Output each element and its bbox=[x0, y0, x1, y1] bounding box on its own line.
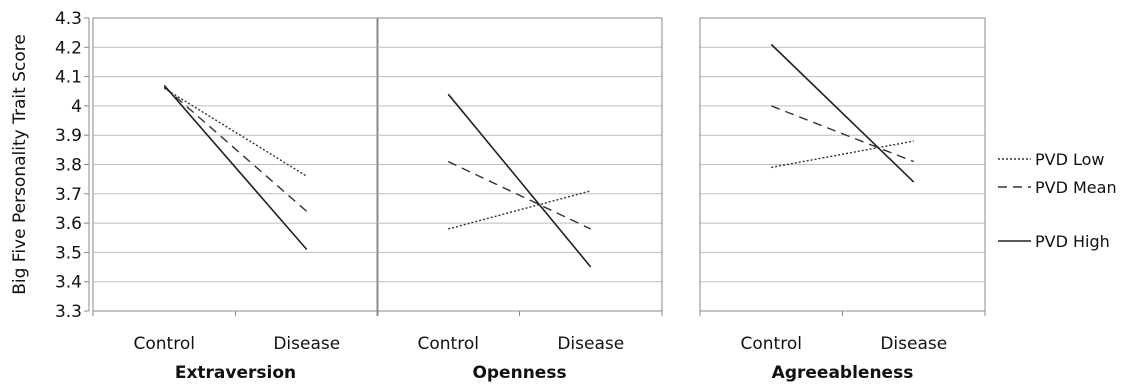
y-tick-label: 3.7 bbox=[55, 185, 82, 205]
y-tick-label: 3.4 bbox=[55, 273, 82, 293]
legend-label-pvd-high: PVD High bbox=[1035, 232, 1110, 251]
y-tick-label: 3.5 bbox=[55, 243, 82, 263]
series-line-pvd-mean bbox=[163, 86, 308, 212]
y-tick-label: 4 bbox=[71, 97, 82, 117]
panel-title: Openness bbox=[472, 363, 566, 383]
legend-label-pvd-low: PVD Low bbox=[1035, 150, 1105, 169]
x-tick-label: Control bbox=[741, 334, 802, 354]
x-tick-label: Disease bbox=[880, 334, 947, 354]
y-tick-label: 3.9 bbox=[55, 126, 82, 146]
x-tick-label: Disease bbox=[273, 334, 340, 354]
y-tick-label: 3.8 bbox=[55, 156, 82, 176]
y-tick-label: 3.6 bbox=[55, 214, 82, 234]
series-line-pvd-mean bbox=[770, 105, 915, 163]
series-line-pvd-high bbox=[770, 43, 915, 183]
series-line-pvd-low bbox=[163, 87, 308, 177]
series-line-pvd-high bbox=[163, 84, 308, 250]
x-tick-label: Control bbox=[418, 334, 479, 354]
y-axis-title: Big Five Personality Trait Score bbox=[10, 34, 30, 295]
series-line-pvd-mean bbox=[447, 160, 592, 230]
series-line-pvd-high bbox=[447, 93, 592, 268]
y-tick-label: 3.3 bbox=[55, 302, 82, 322]
panel-title: Extraversion bbox=[175, 363, 296, 383]
legend-label-pvd-mean: PVD Mean bbox=[1035, 178, 1117, 197]
x-tick-label: Control bbox=[134, 334, 195, 354]
series-line-pvd-low bbox=[771, 140, 914, 169]
x-tick-label: Disease bbox=[557, 334, 624, 354]
panel-title: Agreeableness bbox=[772, 363, 914, 383]
y-tick-label: 4.2 bbox=[55, 38, 82, 58]
y-tick-label: 4.1 bbox=[55, 68, 82, 88]
series-line-pvd-low bbox=[448, 190, 591, 230]
y-tick-label: 4.3 bbox=[55, 9, 82, 29]
